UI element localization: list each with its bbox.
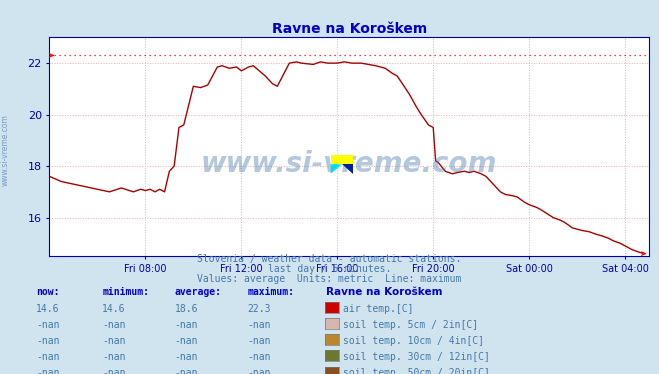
Text: minimum:: minimum: xyxy=(102,288,149,297)
Text: -nan: -nan xyxy=(102,336,126,346)
Text: -nan: -nan xyxy=(102,368,126,374)
Polygon shape xyxy=(342,164,353,174)
Text: www.si-vreme.com: www.si-vreme.com xyxy=(201,150,498,178)
Text: Values: average  Units: metric  Line: maximum: Values: average Units: metric Line: maxi… xyxy=(197,275,462,284)
Text: -nan: -nan xyxy=(175,336,198,346)
Text: air temp.[C]: air temp.[C] xyxy=(343,304,413,313)
Text: Slovenia / weather data - automatic stations.: Slovenia / weather data - automatic stat… xyxy=(197,254,462,264)
Text: 14.6: 14.6 xyxy=(36,304,60,313)
Text: last day / 5 minutes.: last day / 5 minutes. xyxy=(268,264,391,274)
Text: -nan: -nan xyxy=(247,320,271,329)
Text: -nan: -nan xyxy=(247,352,271,362)
Text: soil temp. 50cm / 20in[C]: soil temp. 50cm / 20in[C] xyxy=(343,368,490,374)
Text: soil temp. 5cm / 2in[C]: soil temp. 5cm / 2in[C] xyxy=(343,320,478,329)
Text: -nan: -nan xyxy=(175,368,198,374)
Text: maximum:: maximum: xyxy=(247,288,294,297)
Text: -nan: -nan xyxy=(102,352,126,362)
Text: soil temp. 30cm / 12in[C]: soil temp. 30cm / 12in[C] xyxy=(343,352,490,362)
Text: Ravne na Koroškem: Ravne na Koroškem xyxy=(326,288,443,297)
Text: 22.3: 22.3 xyxy=(247,304,271,313)
Text: -nan: -nan xyxy=(247,368,271,374)
Text: now:: now: xyxy=(36,288,60,297)
Text: soil temp. 10cm / 4in[C]: soil temp. 10cm / 4in[C] xyxy=(343,336,484,346)
Text: -nan: -nan xyxy=(175,352,198,362)
Text: -nan: -nan xyxy=(36,320,60,329)
Text: www.si-vreme.com: www.si-vreme.com xyxy=(1,114,10,186)
Text: -nan: -nan xyxy=(36,352,60,362)
Text: -nan: -nan xyxy=(102,320,126,329)
Text: average:: average: xyxy=(175,288,221,297)
Title: Ravne na Koroškem: Ravne na Koroškem xyxy=(272,22,427,36)
Text: -nan: -nan xyxy=(247,336,271,346)
Text: 18.6: 18.6 xyxy=(175,304,198,313)
Text: -nan: -nan xyxy=(36,368,60,374)
Bar xyxy=(331,155,353,164)
Text: 14.6: 14.6 xyxy=(102,304,126,313)
Polygon shape xyxy=(331,164,342,174)
Text: -nan: -nan xyxy=(175,320,198,329)
Text: -nan: -nan xyxy=(36,336,60,346)
